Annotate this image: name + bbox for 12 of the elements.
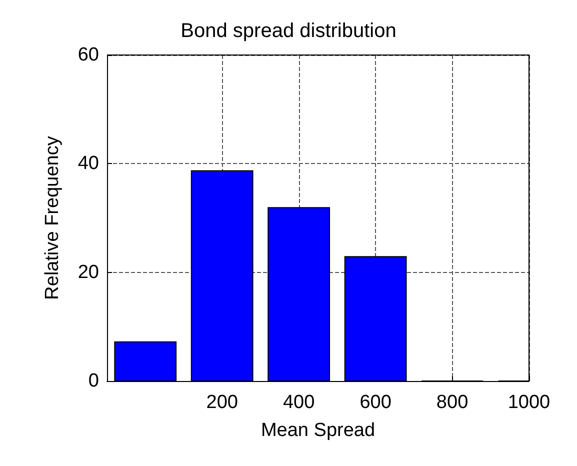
y-tick-label: 20 [78, 262, 99, 283]
x-tick-label: 1000 [508, 392, 550, 413]
y-tick-label: 0 [88, 370, 99, 392]
x-tick-label: 800 [436, 392, 468, 413]
y-tick-label: 40 [78, 153, 99, 174]
y-axis-title: Relative Frequency [42, 136, 63, 300]
x-axis-title: Mean Spread [260, 420, 376, 441]
x-tick-label: 200 [206, 392, 238, 413]
x-tick-label: 600 [360, 392, 392, 413]
y-tick-label: 60 [78, 44, 99, 66]
x-tick-label: 400 [282, 392, 315, 413]
chart-title: Bond spread distribution [180, 20, 396, 42]
